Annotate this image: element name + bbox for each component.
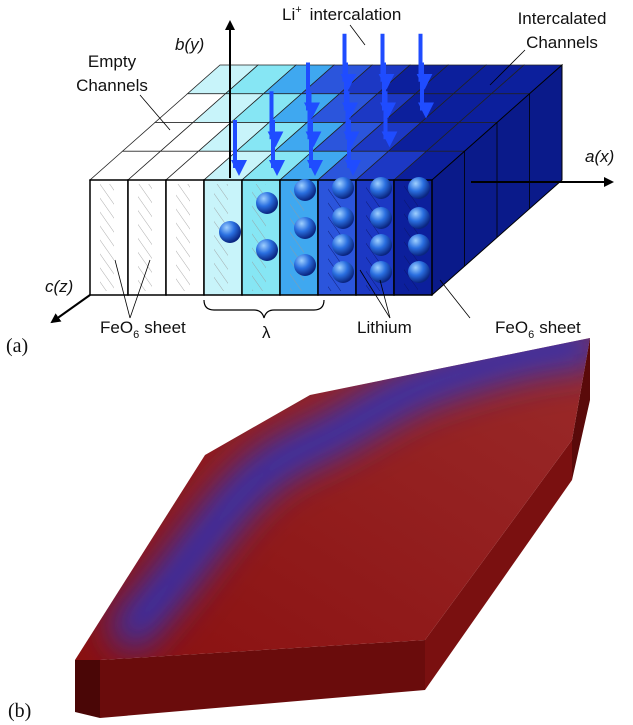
lithium-ion: [332, 234, 354, 256]
li-label: Li+ intercalation: [282, 4, 401, 24]
panel-label: (b): [8, 700, 31, 722]
lithium-ion: [256, 192, 278, 214]
lithium-ion: [408, 207, 430, 229]
lithium-ion: [219, 221, 241, 243]
leader-line: [349, 24, 366, 46]
lithium-ion: [408, 234, 430, 256]
brace: [203, 299, 325, 319]
lithium-ion: [332, 177, 354, 199]
lithium-band: [106, 338, 590, 654]
axis-label: c(z): [45, 277, 73, 296]
lithium-label: Lithium: [357, 318, 412, 337]
axis-label: a(x): [585, 147, 614, 166]
lithium-ion: [370, 261, 392, 283]
lithium-ion: [370, 177, 392, 199]
lithium-ion: [408, 261, 430, 283]
slab-top: [75, 338, 590, 660]
lithium-ion: [332, 261, 354, 283]
slab-side: [100, 640, 425, 718]
empty-label: Empty: [88, 52, 137, 71]
feo6-label: FeO6 sheet: [495, 318, 581, 341]
intercalated-label: Channels: [526, 33, 598, 52]
intercalated-label: Intercalated: [518, 9, 607, 28]
lithium-ion: [294, 217, 316, 239]
slab-side: [572, 338, 590, 480]
lithium-ion: [370, 207, 392, 229]
leader-line: [379, 279, 391, 319]
leader-line: [359, 269, 391, 319]
panel-label: (a): [6, 335, 28, 357]
lithium-ion: [294, 179, 316, 201]
leader-line: [439, 279, 471, 319]
lithium-ion: [370, 234, 392, 256]
leader-line: [489, 49, 526, 86]
lambda-label: λ: [262, 323, 271, 342]
axis-label: b(y): [175, 35, 204, 54]
slab-side: [75, 660, 100, 718]
lithium-ion: [408, 177, 430, 199]
leader-line: [129, 259, 151, 319]
hatch: [176, 184, 190, 291]
leader-line: [139, 94, 171, 131]
slab-side: [425, 440, 572, 690]
axis: [50, 294, 91, 324]
feo6-label: FeO6 sheet: [100, 318, 186, 341]
lithium-ion: [332, 207, 354, 229]
leader-line: [114, 259, 131, 319]
lithium-ion: [256, 239, 278, 261]
labels: b(y) a(x) c(z) Li+ intercalation Intercal…: [6, 4, 614, 722]
panel-a: [50, 20, 614, 324]
panel-b: [75, 338, 590, 718]
lithium-ion: [294, 254, 316, 276]
hatch: [100, 184, 114, 291]
empty-label: Channels: [76, 76, 148, 95]
